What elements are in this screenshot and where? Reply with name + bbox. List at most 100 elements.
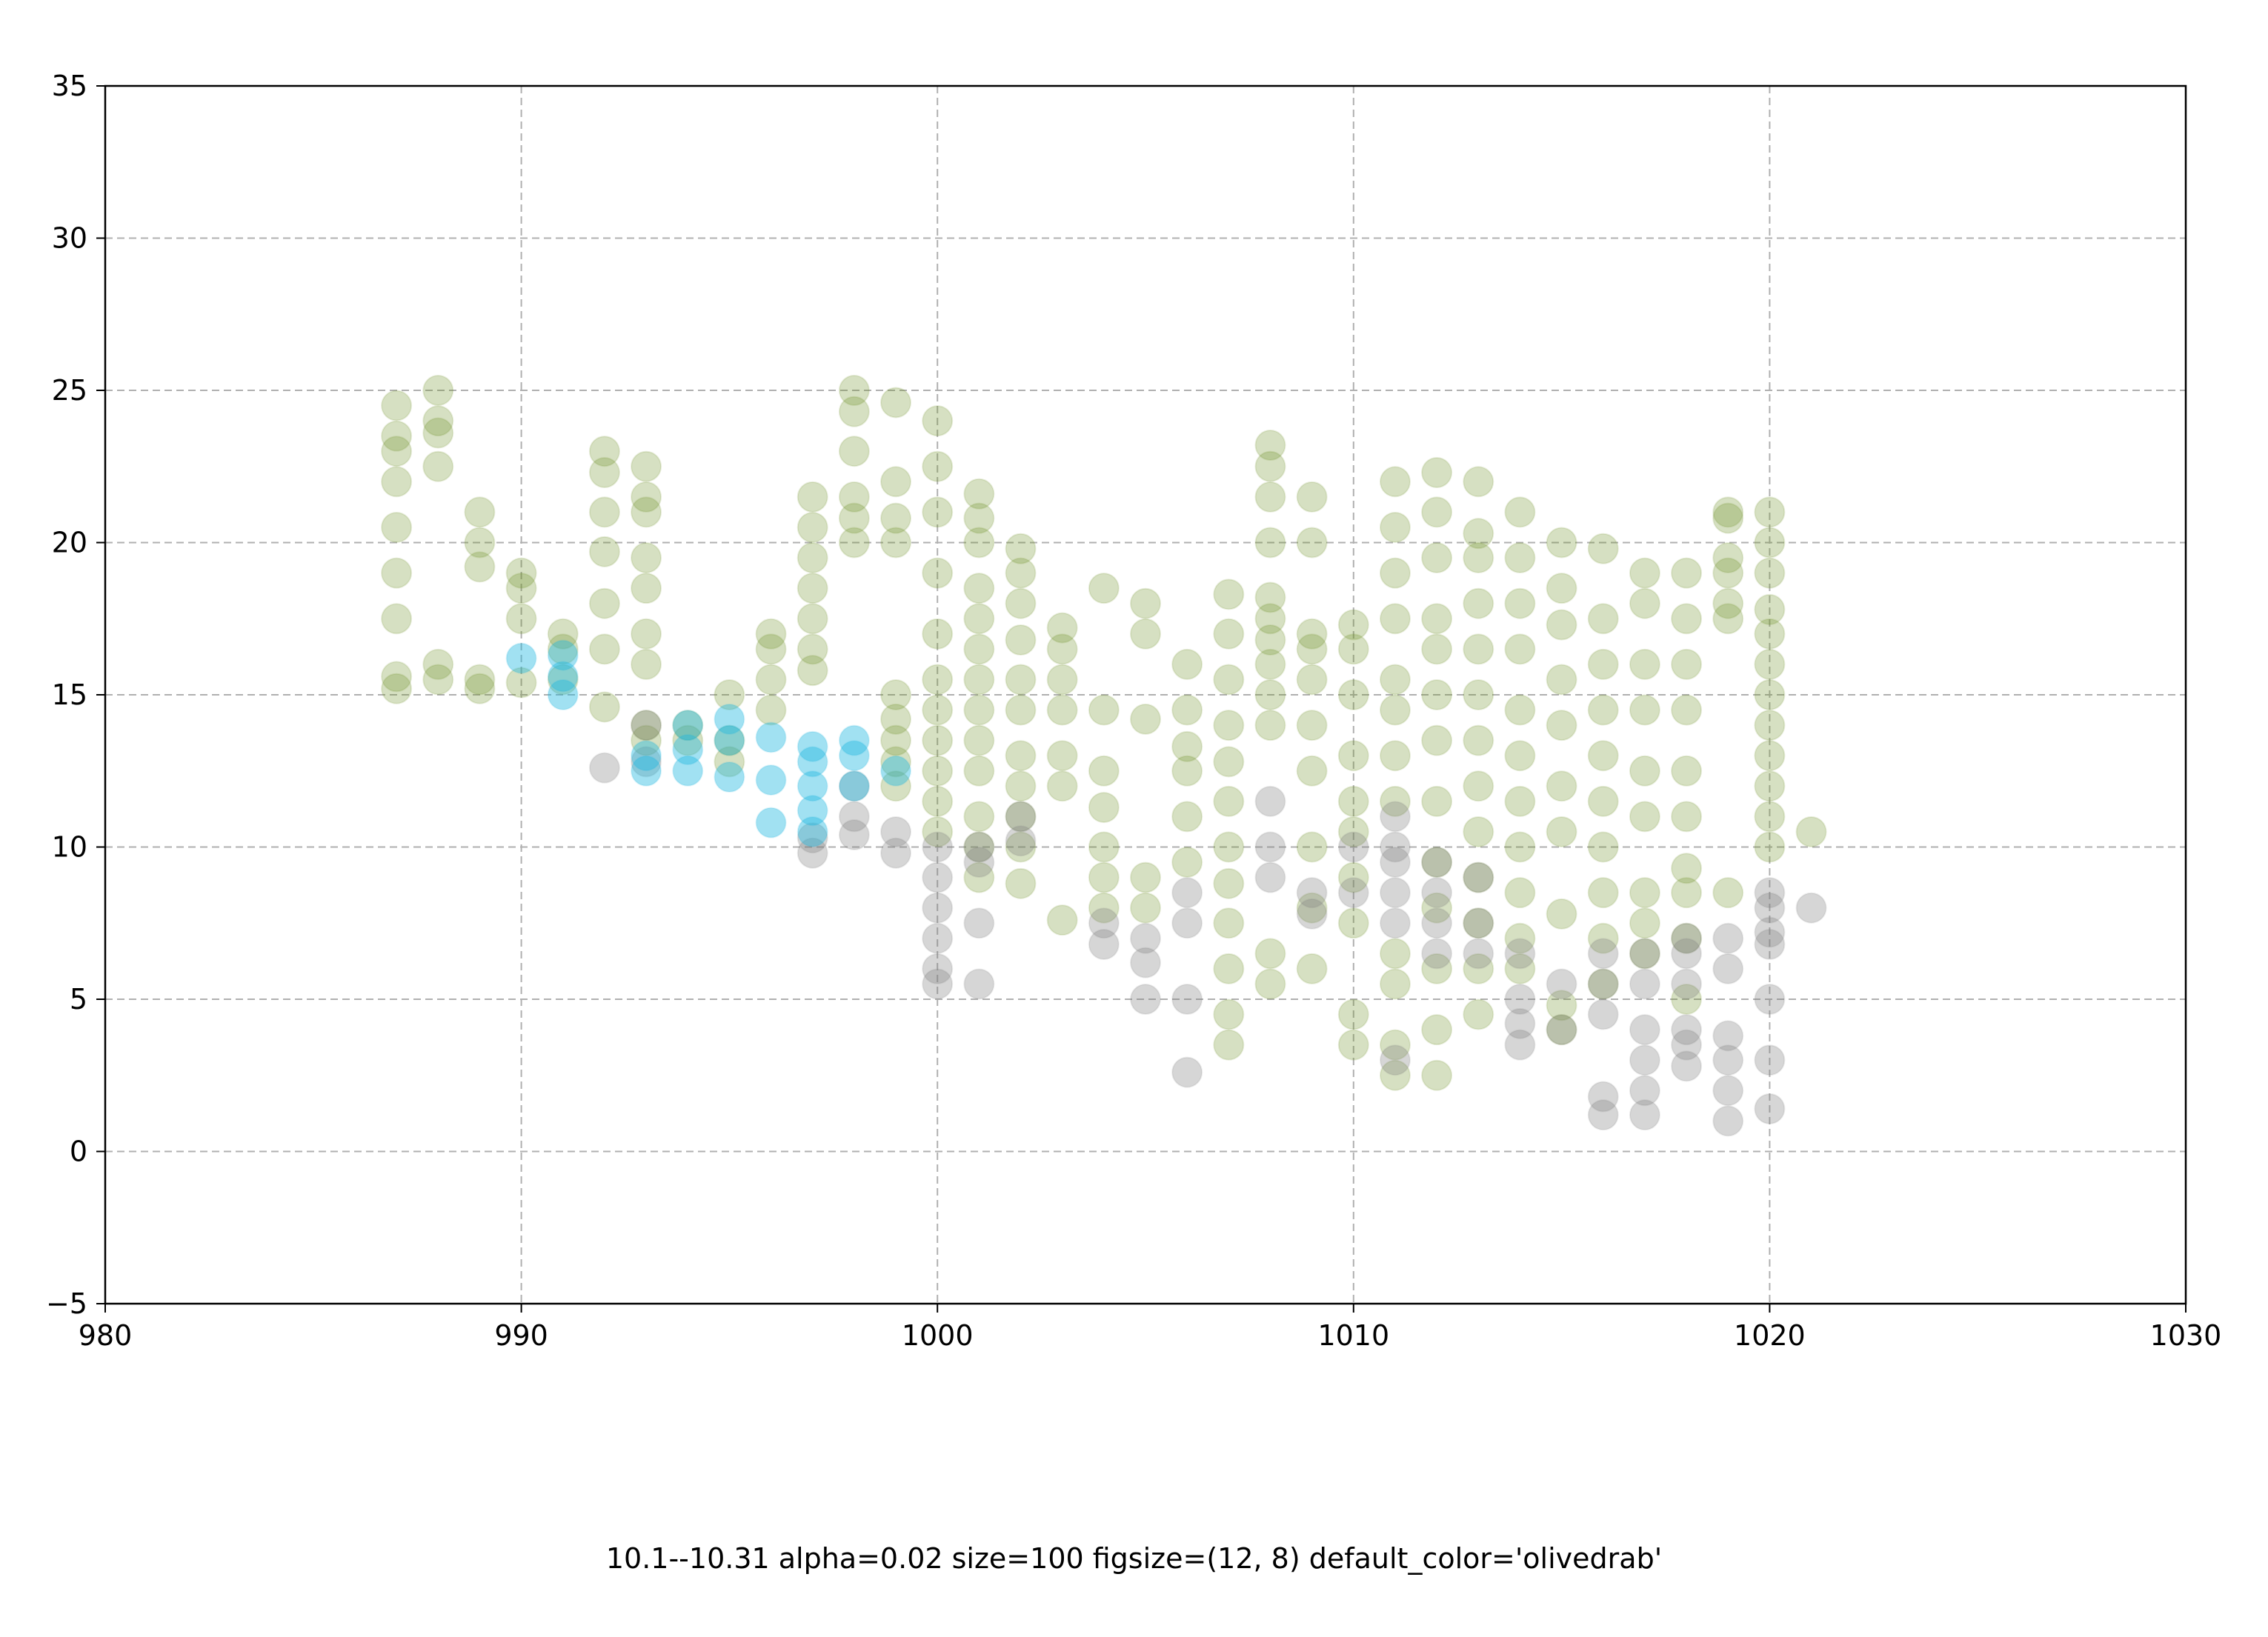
data-point <box>1671 801 1703 833</box>
data-point <box>1671 853 1703 884</box>
data-point <box>714 724 745 756</box>
data-point <box>1379 1044 1411 1076</box>
data-point <box>1421 953 1453 984</box>
data-point <box>1171 730 1203 762</box>
data-point <box>1171 648 1203 680</box>
data-point <box>1587 648 1619 680</box>
data-point <box>1005 740 1037 772</box>
data-point <box>464 551 496 583</box>
data-point <box>422 375 454 406</box>
grid-lines <box>105 86 2186 1304</box>
data-point <box>1587 877 1619 909</box>
y-tick-label: 10 <box>52 831 87 864</box>
data-point <box>797 795 828 827</box>
data-point <box>1130 947 1161 978</box>
data-point <box>1754 1044 1786 1076</box>
data-point <box>963 755 995 787</box>
data-point <box>1171 801 1203 833</box>
data-point <box>1754 929 1786 961</box>
data-point <box>838 527 870 559</box>
data-point <box>1629 694 1660 726</box>
data-point <box>838 801 870 833</box>
data-point <box>1046 694 1078 726</box>
data-point <box>1088 929 1120 961</box>
data-point <box>1671 557 1703 589</box>
data-point <box>1213 998 1245 1030</box>
data-point <box>588 752 620 784</box>
data-point <box>838 724 870 756</box>
data-point <box>1171 755 1203 787</box>
data-point <box>1671 648 1703 680</box>
data-point <box>1005 825 1037 857</box>
data-point <box>963 968 995 1000</box>
data-point <box>1379 877 1411 909</box>
data-point <box>963 724 995 756</box>
data-point <box>838 481 870 513</box>
data-point <box>922 618 954 650</box>
data-point <box>1254 831 1286 863</box>
data-point <box>588 496 620 528</box>
data-point <box>922 892 954 924</box>
data-point <box>1546 664 1577 696</box>
data-point <box>1504 740 1536 772</box>
data-point <box>1629 938 1660 970</box>
data-point <box>1213 831 1245 863</box>
data-point <box>1754 496 1786 528</box>
data-point <box>1504 877 1536 909</box>
data-point <box>797 481 828 513</box>
data-point <box>422 450 454 482</box>
data-point <box>631 740 662 772</box>
data-point <box>1463 770 1494 802</box>
data-point <box>1296 953 1328 984</box>
y-tick-label: 25 <box>52 374 87 407</box>
data-point <box>381 557 413 589</box>
data-point <box>1379 785 1411 817</box>
data-point <box>1005 533 1037 564</box>
data-point <box>1337 877 1369 909</box>
data-point <box>1712 542 1744 574</box>
data-point <box>1754 679 1786 710</box>
data-point <box>631 496 662 528</box>
data-point <box>588 587 620 619</box>
data-point <box>1754 648 1786 680</box>
data-point <box>505 603 537 635</box>
data-point <box>1130 922 1161 954</box>
data-point <box>1213 746 1245 778</box>
data-point <box>381 603 413 635</box>
data-point <box>672 710 704 741</box>
data-point <box>1254 710 1286 741</box>
x-tick-label: 980 <box>79 1319 133 1352</box>
data-point <box>1546 898 1577 930</box>
data-point <box>381 420 413 452</box>
data-point <box>1130 618 1161 650</box>
data-point <box>1296 618 1328 650</box>
data-point <box>381 466 413 498</box>
data-point <box>1296 527 1328 559</box>
data-point <box>1005 557 1037 589</box>
data-point <box>1546 1014 1577 1046</box>
data-point <box>1254 603 1286 635</box>
y-tick-label: 35 <box>52 70 87 102</box>
data-point <box>631 710 662 741</box>
data-point <box>1587 603 1619 635</box>
data-point <box>797 730 828 762</box>
data-point <box>1463 907 1494 939</box>
x-tick-label: 1010 <box>1317 1319 1389 1352</box>
data-point <box>880 724 912 756</box>
data-point <box>1379 664 1411 696</box>
data-point <box>1671 984 1703 1015</box>
data-point <box>588 536 620 567</box>
data-point <box>838 502 870 534</box>
data-point <box>1421 907 1453 939</box>
data-point <box>1213 1029 1245 1061</box>
data-point <box>880 679 912 710</box>
data-point <box>1463 518 1494 550</box>
data-point <box>1463 938 1494 970</box>
data-point <box>1130 984 1161 1015</box>
data-point <box>1421 679 1453 710</box>
data-point <box>922 755 954 787</box>
data-point <box>1671 1029 1703 1061</box>
data-point <box>963 633 995 665</box>
data-point <box>1671 1014 1703 1046</box>
